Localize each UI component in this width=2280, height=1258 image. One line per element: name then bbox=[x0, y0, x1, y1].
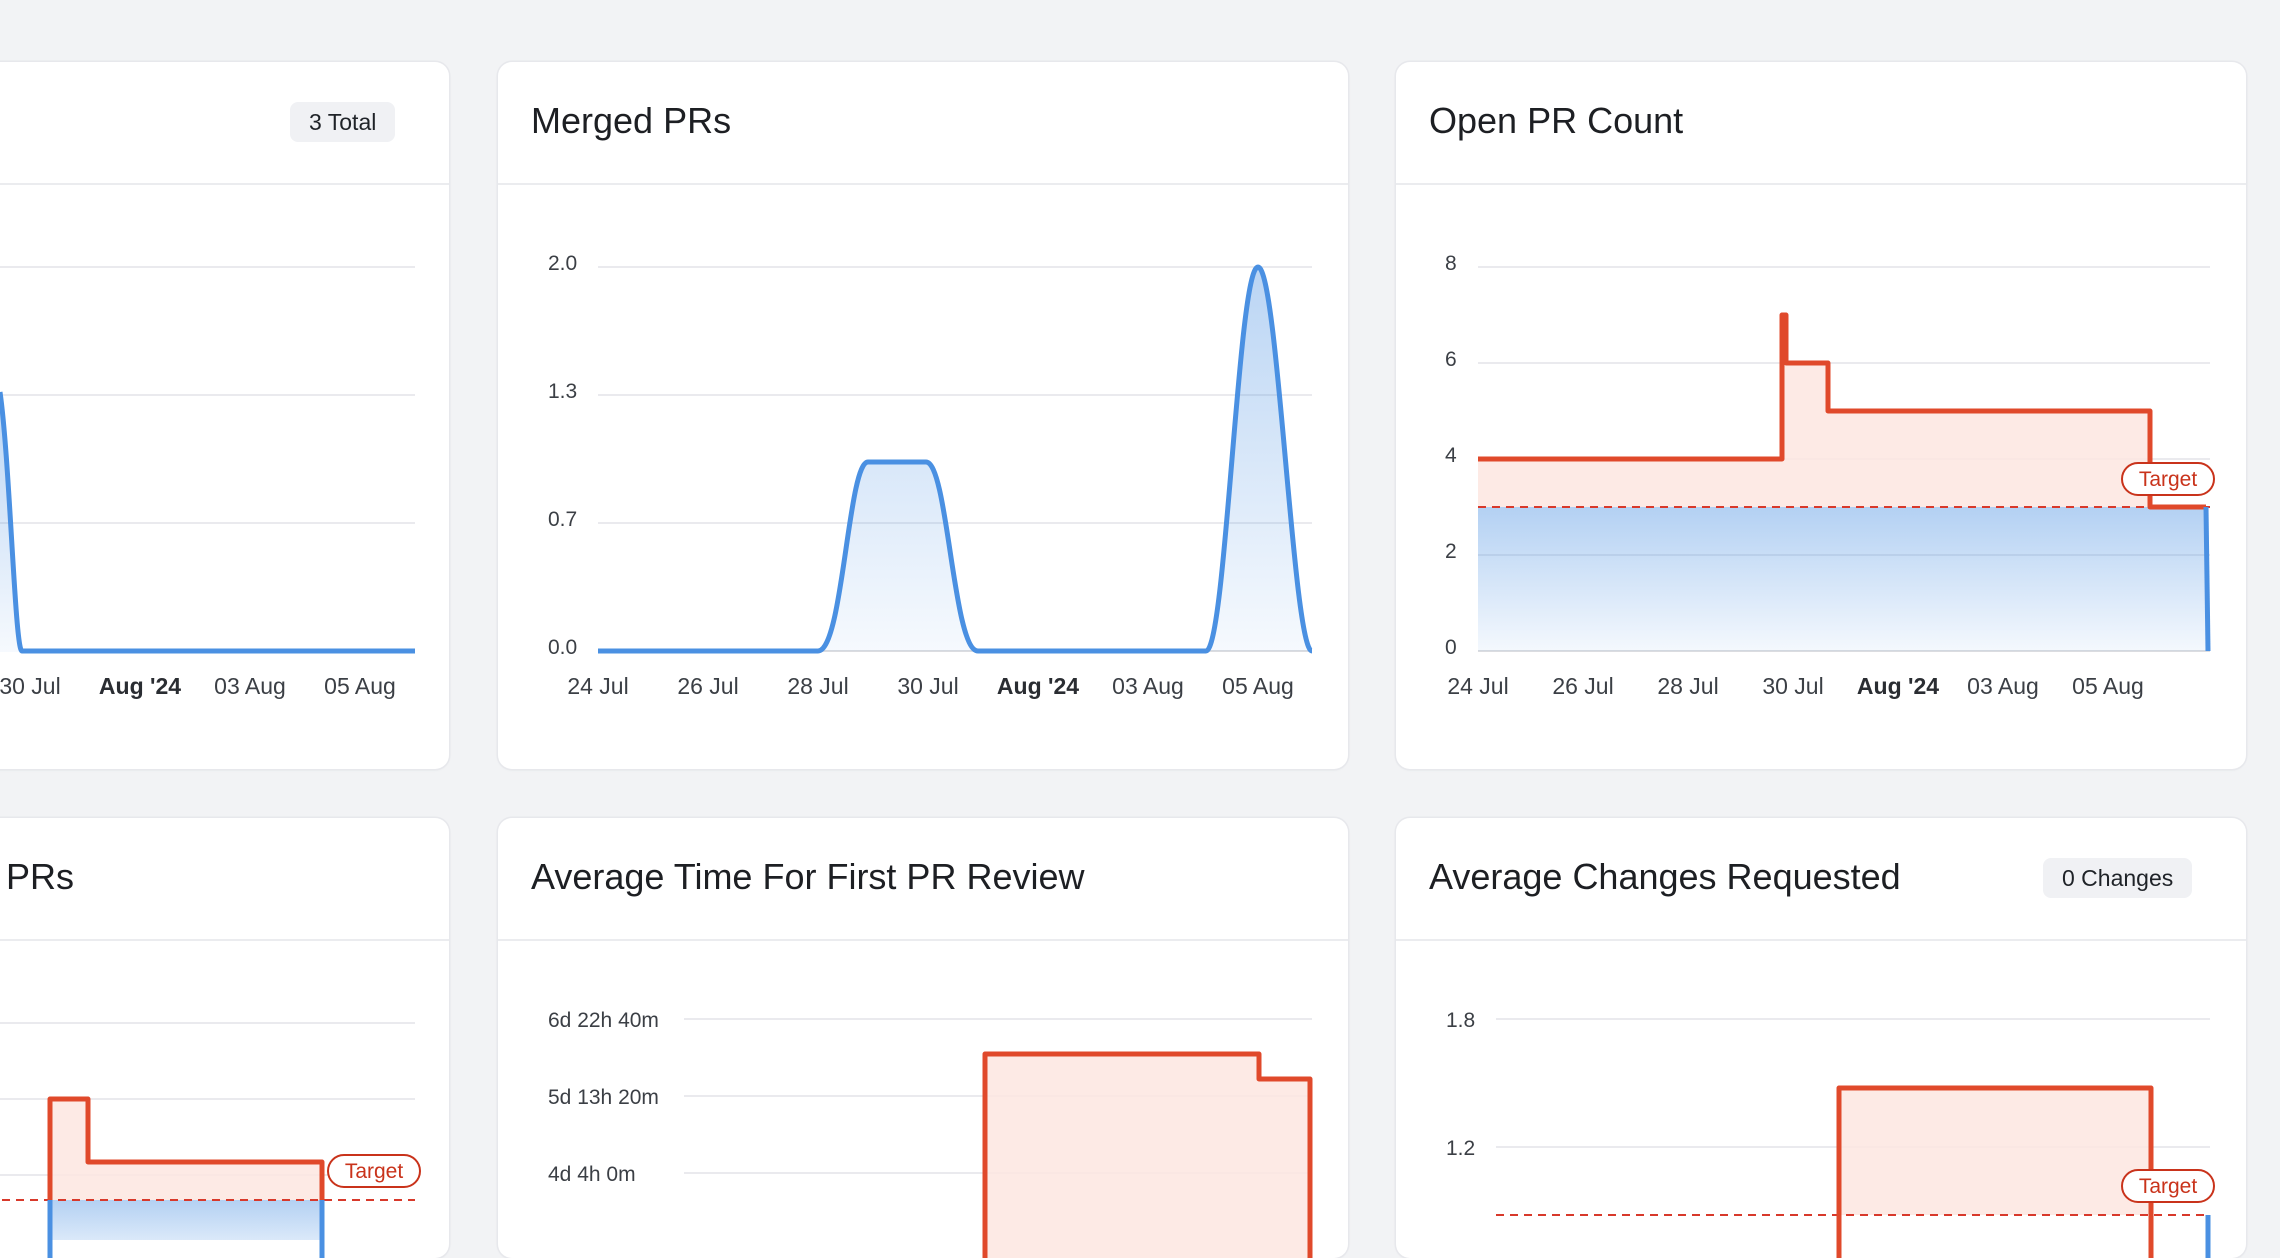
x-tick-label[interactable]: 03 Aug bbox=[1112, 673, 1184, 699]
avg-first-review-card: Average Time For First PR Review 6d 22h … bbox=[498, 818, 1348, 1258]
y-tick-label: 1.8 bbox=[1446, 1009, 1475, 1032]
total-badge: 3 Total bbox=[290, 102, 396, 142]
total-prs-card: 3 Total 30 Jul Aug '24 03 Aug 05 Aug bbox=[0, 62, 449, 769]
y-tick-label: 6 bbox=[1445, 348, 1457, 371]
series-line bbox=[0, 391, 415, 654]
target-badge bbox=[2121, 462, 2215, 496]
y-tick-label: 6d 22h 40m bbox=[548, 1009, 659, 1032]
y-tick-label: 0 bbox=[1445, 636, 1457, 659]
y-tick-label: 1.3 bbox=[548, 380, 577, 403]
x-tick-label[interactable]: 30 Jul bbox=[897, 673, 958, 699]
x-tick-label[interactable]: 28 Jul bbox=[787, 673, 848, 699]
series-area bbox=[598, 267, 1312, 651]
card-title: Merged PRs bbox=[531, 100, 732, 141]
over-target-area bbox=[1839, 1088, 2151, 1215]
merged-prs-card: Merged PRs 2.0 1.3 0.7 0.0 24 Jul 26 Jul… bbox=[498, 62, 1348, 769]
card-title: Average Time For First PR Review bbox=[531, 856, 1085, 897]
target-badge bbox=[2121, 1169, 2215, 1203]
series-line bbox=[598, 264, 1315, 654]
merged-prs-card-header: Merged PRs bbox=[498, 62, 1348, 185]
y-tick-label: 2.0 bbox=[548, 252, 577, 275]
y-tick-label: 4d 4h 0m bbox=[548, 1163, 636, 1186]
partial-prs-card: PRs Target bbox=[0, 818, 449, 1258]
y-tick-label: 0.0 bbox=[548, 636, 577, 659]
total-prs-chart: 30 Jul Aug '24 03 Aug 05 Aug bbox=[0, 266, 415, 699]
target-label: Target bbox=[345, 1160, 404, 1183]
avg-changes-chart: 1.8 1.2 Target bbox=[1446, 1009, 2215, 1258]
avg-first-review-card-header: Average Time For First PR Review bbox=[498, 818, 1348, 941]
series-line bbox=[982, 1051, 1313, 1258]
series-end-line bbox=[2203, 506, 2211, 652]
x-tick-label[interactable]: 05 Aug bbox=[2072, 673, 2144, 699]
y-tick-label: 5d 13h 20m bbox=[548, 1086, 659, 1109]
card-title: Average Changes Requested bbox=[1429, 856, 1901, 897]
target-badge bbox=[327, 1154, 421, 1188]
over-target-area bbox=[50, 1099, 322, 1200]
open-pr-count-card-header: Open PR Count bbox=[1396, 62, 2246, 185]
target-label: Target bbox=[2139, 468, 2198, 491]
partial-prs-card-header: PRs bbox=[0, 818, 449, 941]
series-line bbox=[1478, 312, 2206, 510]
card-title: PRs bbox=[6, 856, 75, 897]
series-area bbox=[0, 392, 415, 652]
x-tick-label[interactable]: 30 Jul bbox=[1762, 673, 1823, 699]
merged-prs-chart: 2.0 1.3 0.7 0.0 24 Jul 26 Jul 28 Jul 30 … bbox=[548, 252, 1315, 699]
x-tick-label[interactable]: 03 Aug bbox=[1967, 673, 2039, 699]
x-tick-label[interactable]: 28 Jul bbox=[1657, 673, 1718, 699]
avg-changes-card-header: Average Changes Requested 0 Changes bbox=[1396, 818, 2246, 941]
x-tick-label[interactable]: Aug '24 bbox=[1857, 673, 1939, 699]
x-tick-label[interactable]: Aug '24 bbox=[997, 673, 1079, 699]
y-tick-label: 0.7 bbox=[548, 508, 577, 531]
total-prs-card-header: 3 Total bbox=[0, 62, 449, 185]
target-area bbox=[50, 1200, 322, 1240]
y-tick-label: 2 bbox=[1445, 540, 1457, 563]
partial-prs-chart: Target bbox=[0, 1022, 421, 1258]
target-label: Target bbox=[2139, 1175, 2198, 1198]
x-tick-label[interactable]: 26 Jul bbox=[1552, 673, 1613, 699]
avg-first-review-chart: 6d 22h 40m 5d 13h 20m 4d 4h 0m bbox=[548, 1009, 1313, 1258]
y-tick-label: 8 bbox=[1445, 252, 1457, 275]
avg-changes-card: Average Changes Requested 0 Changes 1.8 … bbox=[1396, 818, 2246, 1258]
open-pr-count-card: Open PR Count 8 6 4 2 0 Target 24 Jul 26… bbox=[1396, 62, 2246, 769]
x-tick-label[interactable]: 24 Jul bbox=[1447, 673, 1508, 699]
x-tick-label[interactable]: 03 Aug bbox=[214, 673, 286, 699]
over-target-area bbox=[985, 1054, 1310, 1258]
x-tick-label[interactable]: 05 Aug bbox=[324, 673, 396, 699]
target-area bbox=[1478, 507, 2208, 651]
x-tick-label[interactable]: 05 Aug bbox=[1222, 673, 1294, 699]
y-tick-label: 4 bbox=[1445, 444, 1457, 467]
x-tick-label[interactable]: 24 Jul bbox=[567, 673, 628, 699]
changes-badge: 0 Changes bbox=[2043, 858, 2193, 898]
open-pr-count-chart: 8 6 4 2 0 Target 24 Jul 26 Jul 28 Jul 30… bbox=[1445, 252, 2215, 699]
x-tick-label[interactable]: Aug '24 bbox=[99, 673, 181, 699]
y-tick-label: 1.2 bbox=[1446, 1137, 1475, 1160]
card-title: Open PR Count bbox=[1429, 100, 1684, 141]
x-tick-label[interactable]: 30 Jul bbox=[0, 673, 61, 699]
series-line bbox=[47, 1096, 325, 1258]
x-tick-label[interactable]: 26 Jul bbox=[677, 673, 738, 699]
